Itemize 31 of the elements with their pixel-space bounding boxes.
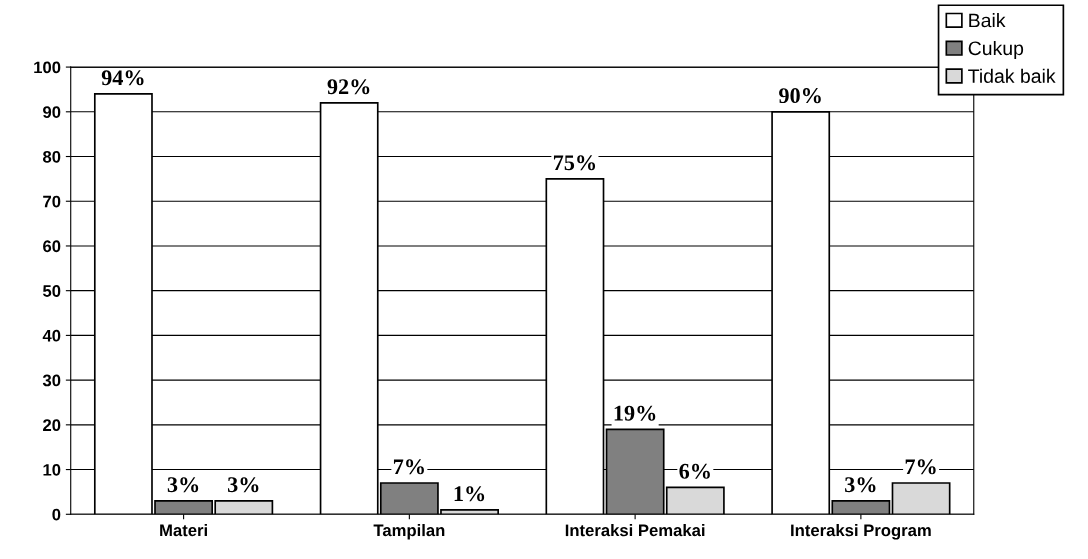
data-label: 92% bbox=[327, 79, 370, 95]
y-tick-label: 80 bbox=[42, 150, 61, 163]
data-label: 75% bbox=[553, 155, 596, 171]
x-tick-label: Materi bbox=[160, 524, 207, 537]
legend-label: Tidak baik bbox=[968, 68, 1056, 84]
data-label: 3% bbox=[227, 477, 259, 493]
y-tick-label: 0 bbox=[52, 508, 61, 521]
y-tick-label: 70 bbox=[43, 195, 61, 208]
x-tick-label: Interaksi Program bbox=[791, 524, 931, 540]
y-tick-label: 10 bbox=[43, 463, 61, 476]
data-label: 1% bbox=[454, 486, 485, 502]
data-label: 6% bbox=[679, 463, 710, 479]
y-tick-label: 50 bbox=[42, 285, 61, 297]
data-label: 3% bbox=[167, 477, 199, 493]
data-label: 94% bbox=[101, 70, 144, 86]
bar bbox=[891, 482, 951, 515]
y-tick-label: 90 bbox=[43, 106, 61, 118]
y-tick-label: 100 bbox=[34, 61, 61, 74]
data-label: 7% bbox=[905, 459, 936, 475]
data-label: 90% bbox=[779, 88, 821, 104]
legend-label: Baik bbox=[969, 13, 1006, 28]
data-label: 7% bbox=[393, 459, 424, 475]
legend-label: Cukup bbox=[968, 40, 1024, 59]
x-tick-label: Tampilan bbox=[373, 524, 445, 540]
x-tick-label: Interaksi Pemakai bbox=[565, 524, 705, 537]
y-tick-label: 40 bbox=[42, 329, 61, 342]
y-tick-label: 20 bbox=[43, 419, 61, 432]
data-label: 19% bbox=[614, 405, 656, 421]
y-tick-label: 60 bbox=[43, 240, 61, 253]
y-tick-label: 30 bbox=[42, 374, 61, 387]
data-label: 3% bbox=[845, 477, 876, 493]
